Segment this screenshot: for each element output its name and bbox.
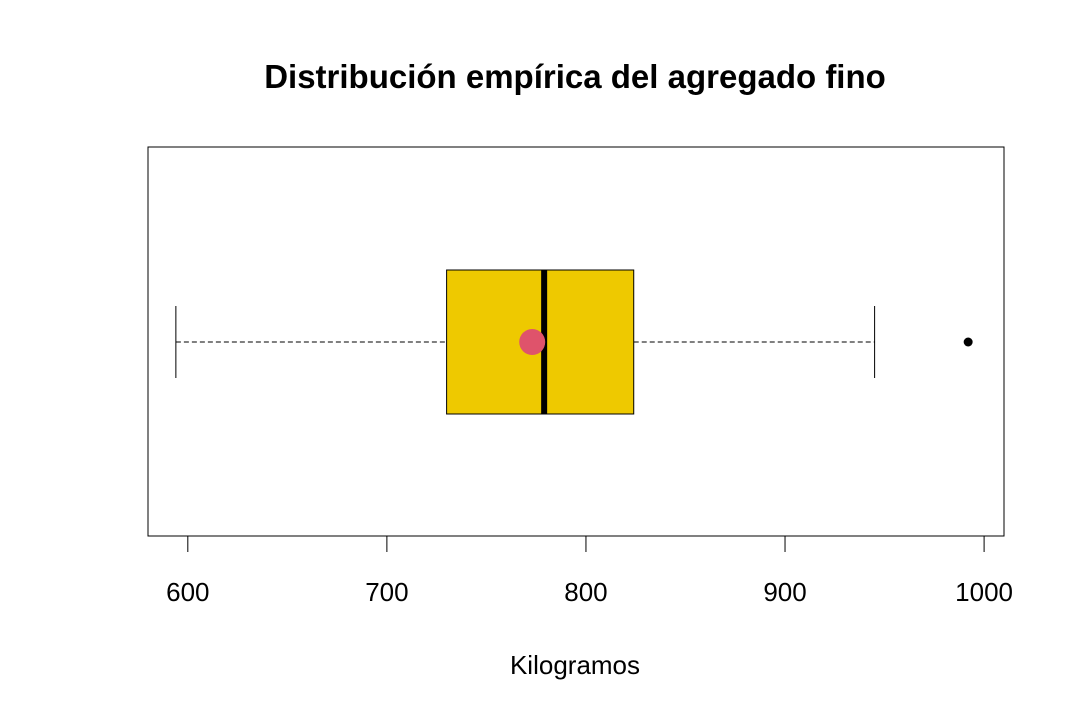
mean-marker [519,329,546,355]
x-tick-label: 900 [763,577,806,607]
x-tick-label: 1000 [955,577,1013,607]
x-axis-label: Kilogramos [510,650,640,680]
outlier-point [963,337,973,347]
chart-title: Distribución empírica del agregado fino [264,58,886,95]
x-tick-label: 600 [166,577,209,607]
x-tick-label: 800 [564,577,607,607]
x-tick-label: 700 [365,577,408,607]
